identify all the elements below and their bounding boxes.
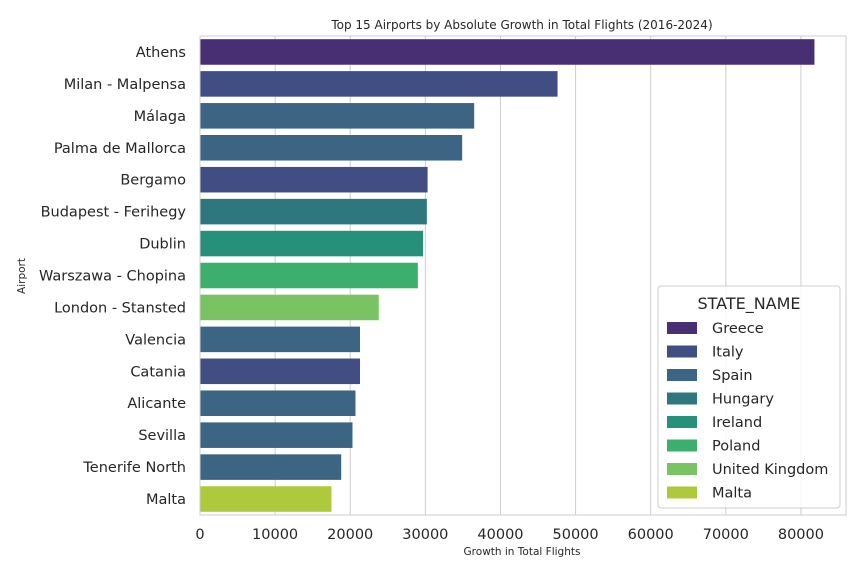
legend-item-label: United Kingdom bbox=[712, 462, 828, 478]
bar bbox=[200, 422, 353, 448]
bar bbox=[200, 358, 360, 385]
y-tick-label: Palma de Mallorca bbox=[54, 141, 186, 157]
x-tick-label: 80000 bbox=[778, 527, 824, 543]
bar bbox=[200, 486, 332, 512]
y-tick-label: Bergamo bbox=[120, 173, 186, 189]
legend-item-label: Ireland bbox=[712, 415, 762, 431]
bar bbox=[200, 134, 463, 161]
y-tick-label: Tenerife North bbox=[82, 460, 186, 476]
plot-frame bbox=[199, 35, 847, 516]
legend-swatch bbox=[667, 345, 697, 358]
y-tick-label: Valencia bbox=[125, 332, 186, 348]
legend-swatch bbox=[667, 439, 697, 452]
legend-swatch bbox=[667, 322, 697, 334]
y-tick-label: Budapest - Ferihegy bbox=[41, 205, 187, 221]
bar bbox=[200, 166, 428, 193]
legend-item-label: Hungary bbox=[712, 392, 774, 408]
x-tick-label: 50000 bbox=[553, 527, 599, 543]
x-tick-label: 60000 bbox=[628, 527, 674, 543]
x-axis-label: Growth in Total Flights bbox=[464, 546, 581, 558]
bar bbox=[200, 198, 427, 225]
x-tick-label: 20000 bbox=[327, 527, 373, 543]
y-tick-label: Warszawa - Chopina bbox=[39, 269, 186, 285]
bar bbox=[200, 454, 342, 480]
x-tick-labels: 0 10000 20000 30000 40000 50000 60000 70000 8000… bbox=[195, 527, 824, 543]
legend-item-label: Poland bbox=[712, 439, 760, 455]
bars bbox=[200, 39, 815, 512]
x-tick-label: 0 bbox=[195, 527, 204, 543]
chart-title: Top 15 Airports by Absolute Growth in To… bbox=[330, 18, 712, 32]
legend-item-label: Spain bbox=[712, 368, 753, 384]
bar bbox=[200, 262, 418, 289]
legend-swatch bbox=[667, 369, 697, 381]
y-tick-label: Alicante bbox=[127, 396, 186, 412]
legend-item-label: Italy bbox=[712, 345, 744, 361]
y-tick-labels: Athens Milan - Malpensa Málaga Palma de Mal… bbox=[39, 45, 186, 508]
legend-title: STATE_NAME bbox=[697, 294, 800, 314]
y-tick-label: Dublin bbox=[139, 237, 186, 253]
y-tick-label: Milan - Malpensa bbox=[64, 77, 186, 93]
legend-item-label: Malta bbox=[712, 486, 752, 502]
y-tick-label: Málaga bbox=[134, 109, 186, 125]
legend-swatch bbox=[667, 416, 697, 428]
y-tick-label: Malta bbox=[146, 492, 186, 508]
legend-box bbox=[657, 285, 841, 509]
bar bbox=[200, 230, 424, 257]
x-tick-label: 70000 bbox=[703, 527, 749, 543]
bar bbox=[200, 390, 356, 417]
x-tick-label: 40000 bbox=[477, 527, 523, 543]
bar bbox=[200, 294, 379, 321]
legend-swatch bbox=[667, 392, 697, 405]
legend-swatch bbox=[667, 486, 697, 499]
x-tick-label: 30000 bbox=[402, 527, 448, 543]
bar bbox=[200, 103, 475, 129]
y-tick-label: Catania bbox=[130, 364, 186, 380]
bar bbox=[200, 326, 360, 353]
legend-swatch bbox=[667, 463, 697, 475]
legend: STATE_NAME Greece Italy Spain Hungary Irelan… bbox=[657, 285, 841, 509]
y-axis-label: Airport bbox=[16, 258, 28, 294]
y-tick-label: London - Stansted bbox=[54, 300, 186, 316]
bar bbox=[200, 39, 815, 65]
bar bbox=[200, 71, 558, 97]
legend-item-label: Greece bbox=[712, 321, 764, 337]
x-tick-label: 10000 bbox=[252, 527, 298, 543]
y-tick-label: Sevilla bbox=[138, 428, 186, 444]
y-tick-label: Athens bbox=[136, 45, 186, 61]
